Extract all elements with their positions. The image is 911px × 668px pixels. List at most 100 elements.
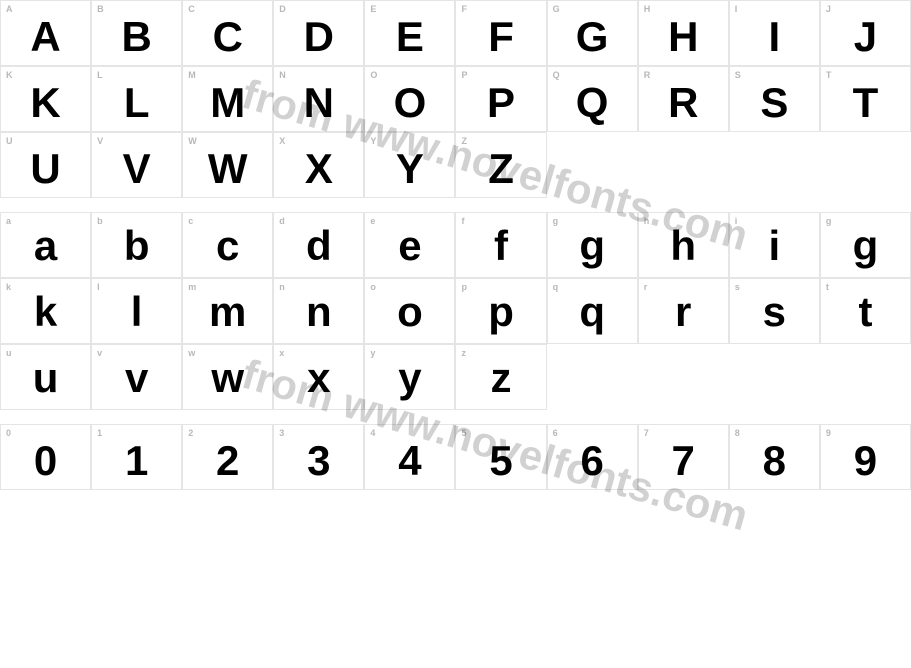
cell-label: V — [97, 136, 103, 146]
cell-glyph: c — [216, 222, 239, 270]
cell-label: y — [370, 348, 375, 358]
glyph-cell: yy — [364, 344, 455, 410]
cell-glyph: s — [763, 288, 786, 336]
cell-label: F — [461, 4, 467, 14]
cell-glyph: H — [668, 13, 698, 61]
cell-glyph: U — [30, 145, 60, 193]
lowercase-section: aabbccddeeffgghhiiggkkllmmnnooppqqrrsstt… — [0, 212, 911, 410]
cell-glyph: 4 — [398, 437, 421, 485]
cell-glyph: G — [576, 13, 609, 61]
cell-label: g — [826, 216, 832, 226]
glyph-cell: JJ — [820, 0, 911, 66]
cell-label: k — [6, 282, 11, 292]
glyph-cell — [547, 344, 638, 410]
cell-label: H — [644, 4, 651, 14]
cell-label: c — [188, 216, 193, 226]
cell-label: 8 — [735, 428, 740, 438]
glyph-cell: cc — [182, 212, 273, 278]
cell-label: 6 — [553, 428, 558, 438]
glyph-cell: PP — [455, 66, 546, 132]
cell-label: 7 — [644, 428, 649, 438]
glyph-cell: OO — [364, 66, 455, 132]
cell-glyph: V — [123, 145, 151, 193]
cell-glyph: n — [306, 288, 332, 336]
glyph-cell: WW — [182, 132, 273, 198]
glyph-cell: VV — [91, 132, 182, 198]
cell-glyph: a — [34, 222, 57, 270]
cell-label: U — [6, 136, 13, 146]
cell-glyph: C — [213, 13, 243, 61]
cell-glyph: 8 — [763, 437, 786, 485]
glyph-cell: ZZ — [455, 132, 546, 198]
glyph-cell: pp — [455, 278, 546, 344]
glyph-cell: NN — [273, 66, 364, 132]
glyph-cell: gg — [547, 212, 638, 278]
glyph-cell: kk — [0, 278, 91, 344]
cell-glyph: Z — [488, 145, 514, 193]
cell-glyph: 0 — [34, 437, 57, 485]
cell-glyph: t — [858, 288, 872, 336]
glyph-cell: BB — [91, 0, 182, 66]
glyph-cell — [638, 344, 729, 410]
cell-label: i — [735, 216, 738, 226]
cell-label: n — [279, 282, 285, 292]
glyph-cell: DD — [273, 0, 364, 66]
glyph-cell: AA — [0, 0, 91, 66]
cell-label: N — [279, 70, 286, 80]
glyph-cell: nn — [273, 278, 364, 344]
cell-glyph: v — [125, 354, 148, 402]
cell-glyph: E — [396, 13, 424, 61]
glyph-cell: rr — [638, 278, 729, 344]
cell-glyph: i — [769, 222, 781, 270]
cell-label: u — [6, 348, 12, 358]
cell-label: G — [553, 4, 560, 14]
cell-glyph: S — [760, 79, 788, 127]
cell-glyph: m — [209, 288, 246, 336]
cell-label: b — [97, 216, 103, 226]
glyph-cell: QQ — [547, 66, 638, 132]
cell-glyph: q — [579, 288, 605, 336]
cell-label: J — [826, 4, 831, 14]
cell-glyph: l — [131, 288, 143, 336]
glyph-cell: 33 — [273, 424, 364, 490]
digits-grid: 00112233445566778899 — [0, 424, 911, 490]
cell-label: T — [826, 70, 832, 80]
cell-label: K — [6, 70, 13, 80]
glyph-cell: 22 — [182, 424, 273, 490]
glyph-cell: FF — [455, 0, 546, 66]
glyph-cell: XX — [273, 132, 364, 198]
cell-glyph: 5 — [489, 437, 512, 485]
glyph-cell: 88 — [729, 424, 820, 490]
cell-label: 3 — [279, 428, 284, 438]
glyph-cell: UU — [0, 132, 91, 198]
cell-glyph: b — [124, 222, 150, 270]
glyph-cell: aa — [0, 212, 91, 278]
glyph-cell: gg — [820, 212, 911, 278]
glyph-cell: 66 — [547, 424, 638, 490]
glyph-cell: ss — [729, 278, 820, 344]
glyph-cell: hh — [638, 212, 729, 278]
glyph-cell — [729, 344, 820, 410]
glyph-cell: uu — [0, 344, 91, 410]
cell-glyph: O — [394, 79, 427, 127]
glyph-cell: RR — [638, 66, 729, 132]
glyph-cell: 77 — [638, 424, 729, 490]
cell-label: g — [553, 216, 559, 226]
cell-label: M — [188, 70, 196, 80]
glyph-cell: ll — [91, 278, 182, 344]
cell-glyph: B — [121, 13, 151, 61]
cell-glyph: w — [211, 354, 244, 402]
cell-glyph: A — [30, 13, 60, 61]
glyph-cell: SS — [729, 66, 820, 132]
glyph-cell: EE — [364, 0, 455, 66]
cell-label: B — [97, 4, 104, 14]
cell-label: P — [461, 70, 467, 80]
cell-glyph: g — [853, 222, 879, 270]
cell-label: f — [461, 216, 464, 226]
glyph-cell — [547, 132, 638, 198]
cell-label: m — [188, 282, 196, 292]
cell-label: h — [644, 216, 650, 226]
glyph-cell — [820, 344, 911, 410]
cell-label: 4 — [370, 428, 375, 438]
cell-label: Q — [553, 70, 560, 80]
